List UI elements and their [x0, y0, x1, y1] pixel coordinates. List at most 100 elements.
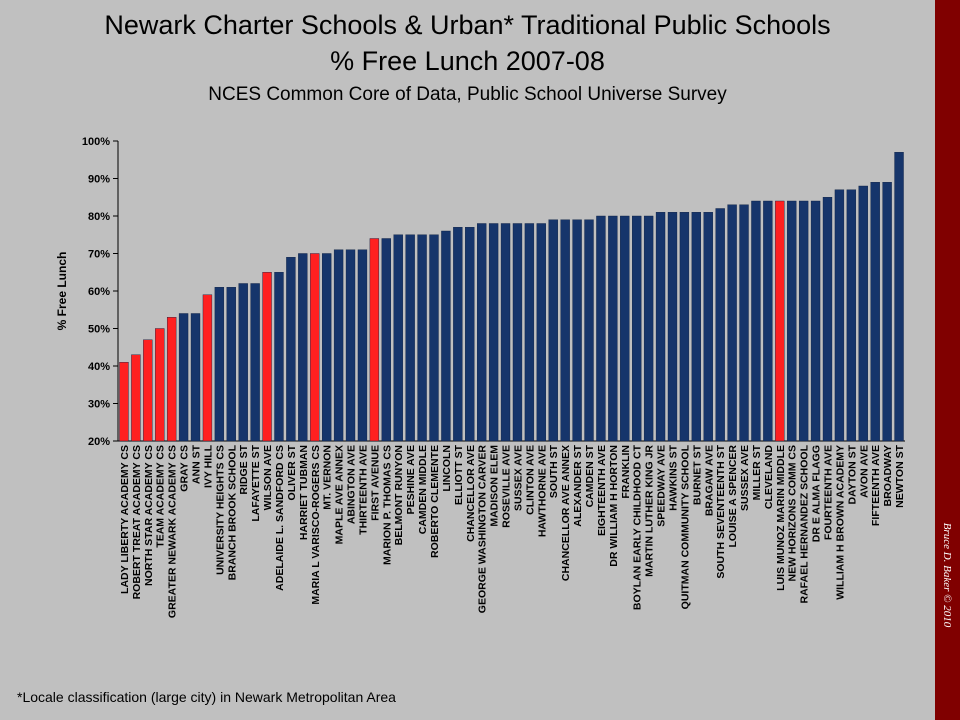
bar-traditional — [417, 234, 427, 442]
x-tick-label: UNIVERSITY HEIGHTS CS — [214, 445, 226, 575]
bar-traditional — [322, 253, 332, 442]
x-tick-label: MARION P. THOMAS CS — [381, 445, 393, 565]
x-tick-label: CAMDEN MIDDLE — [417, 445, 429, 534]
x-tick-label: GRAY CS — [179, 445, 191, 492]
x-tick-label: MADISON ELEM — [489, 445, 501, 527]
x-tick-label: IVY HILL — [202, 444, 214, 488]
x-tick-label: DR WILLIAM H HORTON — [608, 445, 620, 567]
x-tick-label: EIGHTEENTH AVE — [596, 445, 608, 536]
y-tick-label: 40% — [88, 361, 110, 373]
x-tick-label: LADY LIBERTY ACADEMY CS — [119, 445, 131, 594]
bar-traditional — [465, 227, 475, 442]
bar-traditional — [441, 230, 451, 442]
x-tick-label: LUIS MUNOZ MARIN MIDDLE — [775, 445, 787, 591]
bar-traditional — [238, 283, 248, 442]
x-tick-label: GREATER NEWARK ACADEMY CS — [167, 445, 179, 618]
y-tick-label: 30% — [88, 399, 110, 411]
bar-traditional — [667, 212, 678, 442]
bar-traditional — [870, 182, 880, 442]
x-tick-label: CLINTON AVE — [524, 445, 536, 515]
x-tick-label: LAFAYETTE ST — [250, 444, 262, 521]
x-tick-label: LINCOLN — [441, 445, 453, 492]
x-tick-label: SOUTH ST — [548, 444, 560, 498]
x-tick-label: CLEVELAND — [763, 445, 775, 510]
x-tick-label: ROBERT TREAT ACADEMY CS — [131, 445, 143, 599]
bar-traditional — [548, 219, 558, 442]
y-tick-label: 80% — [88, 211, 110, 223]
x-tick-label: ANN ST — [191, 444, 203, 484]
bar-charter — [369, 238, 380, 442]
x-tick-label: NEW HORIZONS COMM CS — [787, 445, 799, 582]
bar-traditional — [560, 219, 570, 442]
bar-traditional — [572, 219, 582, 442]
x-tick-label: TEAM ACADEMY CS — [155, 445, 167, 548]
bar-traditional — [500, 223, 511, 442]
bar-traditional — [691, 212, 701, 442]
x-tick-label: FRANKLIN — [620, 445, 632, 499]
bar-charter — [155, 328, 165, 442]
bar-traditional — [846, 189, 857, 442]
bar-traditional — [787, 200, 797, 442]
bar-charter — [202, 294, 213, 442]
y-tick-label: 70% — [88, 249, 110, 261]
x-tick-label: MARTIN LUTHER KING JR — [644, 445, 656, 577]
x-tick-label: OLIVER ST — [286, 444, 298, 500]
bar-traditional — [524, 223, 535, 442]
footnote: *Locale classification (large city) in N… — [17, 689, 396, 705]
bar-traditional — [381, 238, 391, 442]
y-tick-label: 50% — [88, 324, 110, 336]
bar-traditional — [834, 189, 845, 442]
chart-subtitle: NCES Common Core of Data, Public School … — [208, 84, 727, 105]
bar-traditional — [810, 200, 821, 442]
x-tick-label: NORTH STAR ACADEMY CS — [143, 445, 155, 586]
bar-charter — [310, 253, 320, 442]
x-tick-label: CAMDEN ST — [584, 444, 596, 507]
y-tick-label: 90% — [88, 174, 110, 186]
bar-traditional — [608, 215, 618, 442]
x-tick-label: HAWKINS ST — [667, 444, 679, 511]
bar-charter — [119, 362, 129, 442]
y-tick-label: 60% — [88, 286, 110, 298]
x-tick-label: FIFTEENTH AVE — [870, 445, 882, 526]
bar-traditional — [429, 234, 439, 442]
bar-charter — [775, 200, 785, 442]
x-tick-label: GEORGE WASHINGTON CARVER — [477, 445, 489, 614]
x-tick-label: BELMONT RUNYON — [393, 445, 405, 545]
x-tick-label: CHANCELLOR AVE ANNEX — [560, 445, 572, 581]
bar-chart: 20% 30% 40% 50% 60% 70% 80% 90% 100% % Free Lunch… — [55, 136, 906, 618]
bar-traditional — [858, 185, 868, 442]
x-tick-label: MAPLE AVE ANNEX — [334, 445, 346, 544]
x-tick-label: CHANCELLOR AVE — [465, 445, 477, 542]
bar-traditional — [632, 215, 642, 442]
x-tick-label: AVON AVE — [858, 445, 870, 498]
x-tick-label: MILLER ST — [751, 444, 763, 500]
bar-traditional — [405, 234, 415, 442]
bar-traditional — [453, 227, 463, 442]
chart-title: Newark Charter Schools & Urban* Traditio… — [104, 10, 831, 40]
x-tick-label: RAFAEL HERNANDEZ SCHOOL — [799, 444, 811, 603]
x-tick-label: ABINGTON AVE — [346, 445, 358, 524]
bar-traditional — [620, 215, 630, 442]
bar-traditional — [715, 208, 725, 442]
x-tick-label: NEWTON ST — [894, 444, 906, 507]
bar-traditional — [679, 212, 690, 442]
x-tick-label: ALEXANDER ST — [572, 444, 584, 526]
bar-traditional — [894, 152, 904, 442]
bar-charter — [143, 339, 153, 442]
x-tick-label: RIDGE ST — [238, 444, 250, 494]
bar-traditional — [751, 200, 761, 442]
bar-traditional — [822, 197, 833, 442]
bar-traditional — [488, 223, 499, 442]
sidebar-strip — [935, 0, 960, 720]
bar-traditional — [584, 219, 594, 442]
bar-traditional — [882, 182, 892, 442]
y-axis-label: % Free Lunch — [55, 252, 69, 331]
x-tick-label: SUSSEX AVE — [512, 445, 524, 511]
bar-traditional — [190, 313, 201, 442]
x-tick-label: BRAGAW AVE — [703, 445, 715, 516]
x-tick-label: BOYLAN EARLY CHILDHOOD CT — [632, 444, 644, 610]
chart-title-line2: % Free Lunch 2007-08 — [330, 46, 605, 76]
x-tick-label: HAWTHORNE AVE — [536, 445, 548, 537]
x-tick-label: THIRTEENTH AVE — [357, 445, 369, 535]
x-tick-label: ROBERTO CLEMENTE — [429, 445, 441, 558]
